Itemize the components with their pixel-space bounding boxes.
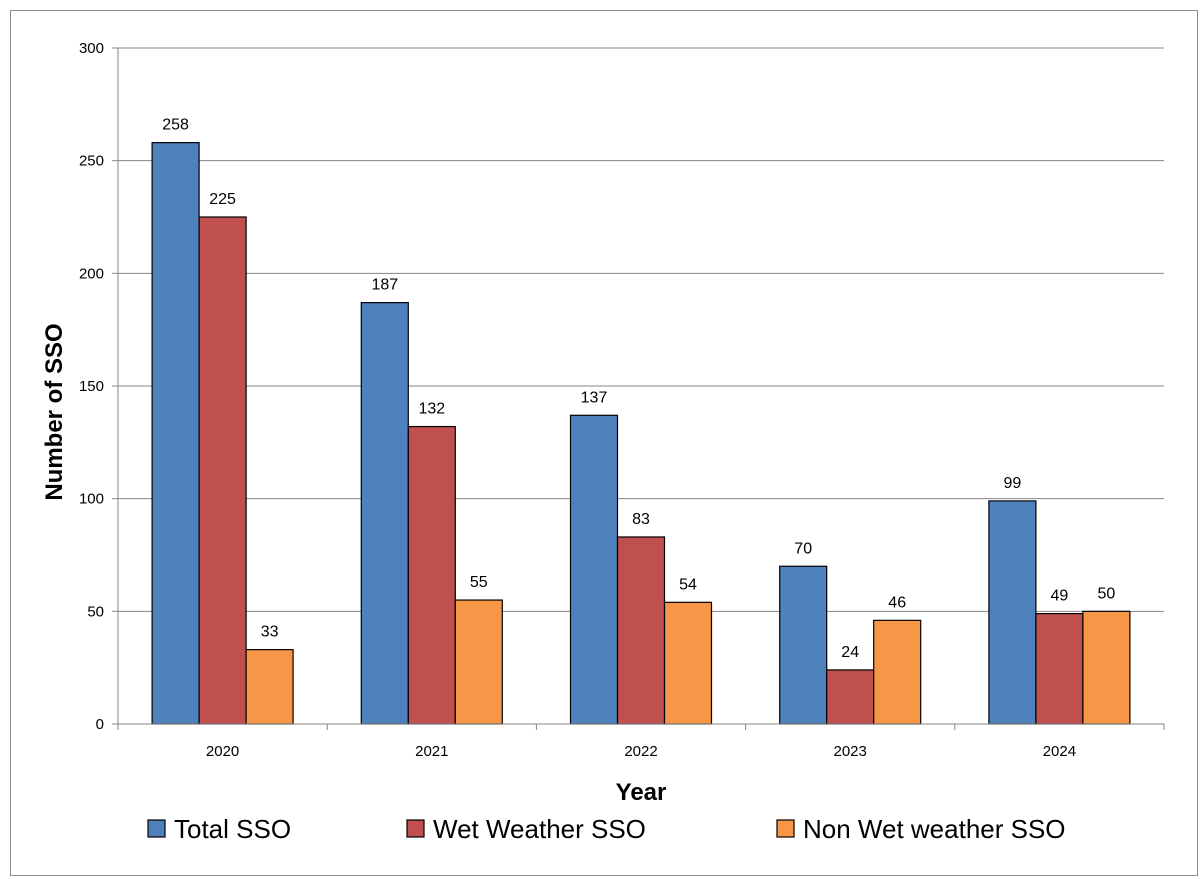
bar [407, 425, 456, 725]
x-tick-label: 2020 [206, 743, 239, 760]
bar [1082, 610, 1131, 725]
x-tick-label: 2024 [1043, 743, 1076, 760]
data-label: 187 [371, 277, 398, 294]
data-label: 33 [261, 624, 279, 641]
bar [151, 142, 200, 725]
bar [779, 565, 828, 725]
data-label: 24 [841, 644, 859, 661]
axes: 0 50 100 150 200 250 300 2020 2021 2022 2023 2024 [79, 40, 1165, 760]
legend: Total SSO Wet Weather SSO Non Wet weather … [147, 814, 1066, 844]
bar [873, 619, 922, 725]
y-tick-label: 50 [87, 603, 104, 620]
data-label: 132 [418, 401, 445, 418]
y-tick-label: 100 [79, 491, 104, 508]
data-label: 55 [470, 574, 488, 591]
data-label: 70 [794, 540, 812, 557]
data-label: 83 [632, 511, 650, 528]
bar [826, 669, 875, 725]
x-tick-label: 2023 [834, 743, 867, 760]
y-tick-label: 300 [79, 40, 104, 57]
y-tick-label: 200 [79, 265, 104, 282]
legend-swatch [776, 819, 795, 838]
legend-label: Wet Weather SSO [433, 814, 646, 844]
y-tick-label: 0 [96, 716, 104, 733]
data-label: 258 [162, 117, 189, 134]
data-label: 99 [1004, 475, 1022, 492]
x-axis-title: Year [616, 779, 667, 806]
x-tick-label: 2021 [415, 743, 448, 760]
bar [198, 216, 247, 725]
y-tick-label: 150 [79, 378, 104, 395]
legend-swatch [147, 819, 166, 838]
bars [151, 142, 1131, 725]
bar [663, 601, 713, 725]
data-labels: 258 225 33 187 132 55 137 83 54 70 24 46 99 49 50 [162, 117, 1115, 661]
y-tick-label: 250 [79, 153, 104, 170]
data-label: 49 [1051, 588, 1069, 605]
data-label: 54 [679, 576, 697, 593]
x-tick-label: 2022 [624, 743, 657, 760]
legend-label: Non Wet weather SSO [803, 814, 1066, 844]
bar [616, 536, 666, 725]
data-label: 225 [209, 191, 236, 208]
data-label: 137 [581, 389, 608, 406]
data-label: 50 [1098, 585, 1116, 602]
bar [360, 302, 409, 725]
bar [569, 414, 619, 725]
bar [245, 649, 294, 725]
bar [988, 500, 1037, 725]
legend-swatch [406, 819, 425, 838]
data-label: 46 [888, 594, 906, 611]
bar [1035, 612, 1084, 725]
y-axis-title: Number of SSO [41, 323, 68, 500]
legend-label: Total SSO [174, 814, 291, 844]
bar [454, 599, 503, 725]
